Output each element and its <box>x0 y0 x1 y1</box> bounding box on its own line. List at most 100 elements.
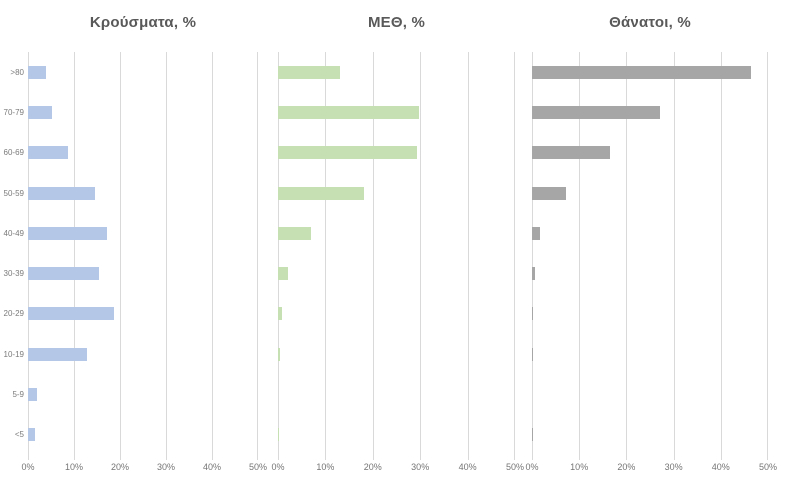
bar-row-30-39 <box>532 253 768 293</box>
x-tick-label: 50% <box>505 462 525 472</box>
bar-70-79 <box>278 105 419 119</box>
bar-20-29 <box>28 307 114 321</box>
y-category-label: 20-29 <box>3 309 24 319</box>
bar-row-40-49 <box>278 213 515 253</box>
x-tick-label: 40% <box>202 462 222 472</box>
y-category-label: 10-19 <box>3 349 24 359</box>
bar-row-30-39 <box>28 253 258 293</box>
bar-row-5-9 <box>278 374 515 414</box>
bar-10-19 <box>532 347 533 361</box>
gridline <box>74 52 75 460</box>
bar-row->80 <box>28 52 258 92</box>
bar-row-10-19 <box>532 334 768 374</box>
gridline <box>372 52 374 460</box>
bar-20-29 <box>278 307 282 321</box>
y-category-label: 60-69 <box>3 148 24 158</box>
bar-rows <box>532 52 768 455</box>
chart-title-deaths: Θάνατοι, % <box>609 14 691 31</box>
chart-title-icu: ΜΕΘ, % <box>367 14 426 31</box>
x-axis-deaths: 0% 10% 20% 30% 40% 50% <box>525 462 777 476</box>
x-tick-label: 30% <box>156 462 176 472</box>
bar-40-49 <box>28 226 107 240</box>
bar-40-49 <box>532 226 541 240</box>
x-tick-label: 0% <box>525 462 539 472</box>
y-axis-category-labels: >80 70-79 60-69 50-59 40-49 30-39 20-29 10-19 5-… <box>0 52 24 455</box>
plot-area-deaths <box>532 52 768 460</box>
gridline <box>579 52 581 460</box>
y-category-label: 40-49 <box>3 228 24 238</box>
bar-row-60-69 <box>532 133 768 173</box>
bar-row-40-49 <box>532 213 768 253</box>
bar-20-29 <box>532 307 533 321</box>
bar-row-5-9 <box>532 374 768 414</box>
bar-row-<5 <box>28 415 258 455</box>
bar-70-79 <box>532 105 661 119</box>
bar-row-50-59 <box>278 173 515 213</box>
gridline <box>325 52 327 460</box>
bar-row-10-19 <box>28 334 258 374</box>
y-category-label: 5-9 <box>12 390 24 400</box>
x-tick-label: 0% <box>271 462 285 472</box>
bar-row-70-79 <box>532 92 768 132</box>
bar-<5 <box>278 428 279 442</box>
bar-60-69 <box>28 146 69 160</box>
bar-row-20-29 <box>28 294 258 334</box>
gridline <box>257 52 258 460</box>
bar-row-70-79 <box>278 92 515 132</box>
bar-10-19 <box>28 347 88 361</box>
x-tick-label: 10% <box>570 462 589 472</box>
x-tick-label: 30% <box>664 462 683 472</box>
x-tick-label: 10% <box>316 462 335 472</box>
gridline <box>278 52 279 460</box>
bar-row-60-69 <box>278 133 515 173</box>
x-tick-label: 20% <box>110 462 130 472</box>
y-category-label: 50-59 <box>3 188 24 198</box>
gridline <box>532 52 533 460</box>
bar-30-39 <box>278 267 289 281</box>
gridline <box>120 52 121 460</box>
x-tick-label: 10% <box>64 462 84 472</box>
bar-rows <box>278 52 515 455</box>
y-category-label: >80 <box>10 67 24 77</box>
gridline <box>626 52 628 460</box>
gridline <box>166 52 167 460</box>
x-tick-label: 40% <box>458 462 477 472</box>
x-tick-label: 30% <box>411 462 430 472</box>
bar-row-<5 <box>532 415 768 455</box>
bar-60-69 <box>278 146 418 160</box>
bar-row-50-59 <box>28 173 258 213</box>
gridline <box>720 52 722 460</box>
bar-row-5-9 <box>28 374 258 414</box>
chart-title-cases: Κρούσματα, % <box>89 14 197 31</box>
bar-60-69 <box>532 146 611 160</box>
bar-row-30-39 <box>278 253 515 293</box>
x-tick-label: 50% <box>248 462 268 472</box>
bar->80 <box>28 65 46 79</box>
gridline <box>212 52 213 460</box>
bar-30-39 <box>28 267 100 281</box>
y-category-label: 70-79 <box>3 107 24 117</box>
bar->80 <box>278 65 340 79</box>
bar-row-20-29 <box>278 294 515 334</box>
bar-row-40-49 <box>28 213 258 253</box>
plot-area-icu <box>278 52 515 460</box>
bar-10-19 <box>278 347 280 361</box>
bar-50-59 <box>278 186 365 200</box>
x-tick-label: 40% <box>711 462 730 472</box>
bar-row-<5 <box>278 415 515 455</box>
x-axis-icu: 0% 10% 20% 30% 40% 50% <box>271 462 524 476</box>
bar-30-39 <box>532 267 535 281</box>
bar-row-10-19 <box>278 334 515 374</box>
gridline <box>673 52 675 460</box>
x-tick-label: 0% <box>21 462 35 472</box>
bar-rows <box>28 52 258 455</box>
gridline <box>467 52 469 460</box>
bar-40-49 <box>278 226 311 240</box>
x-tick-label: 50% <box>758 462 778 472</box>
bar-70-79 <box>28 105 52 119</box>
bar-row-60-69 <box>28 133 258 173</box>
bar-row-70-79 <box>28 92 258 132</box>
bar-5-9 <box>28 388 38 402</box>
bar-50-59 <box>28 186 96 200</box>
